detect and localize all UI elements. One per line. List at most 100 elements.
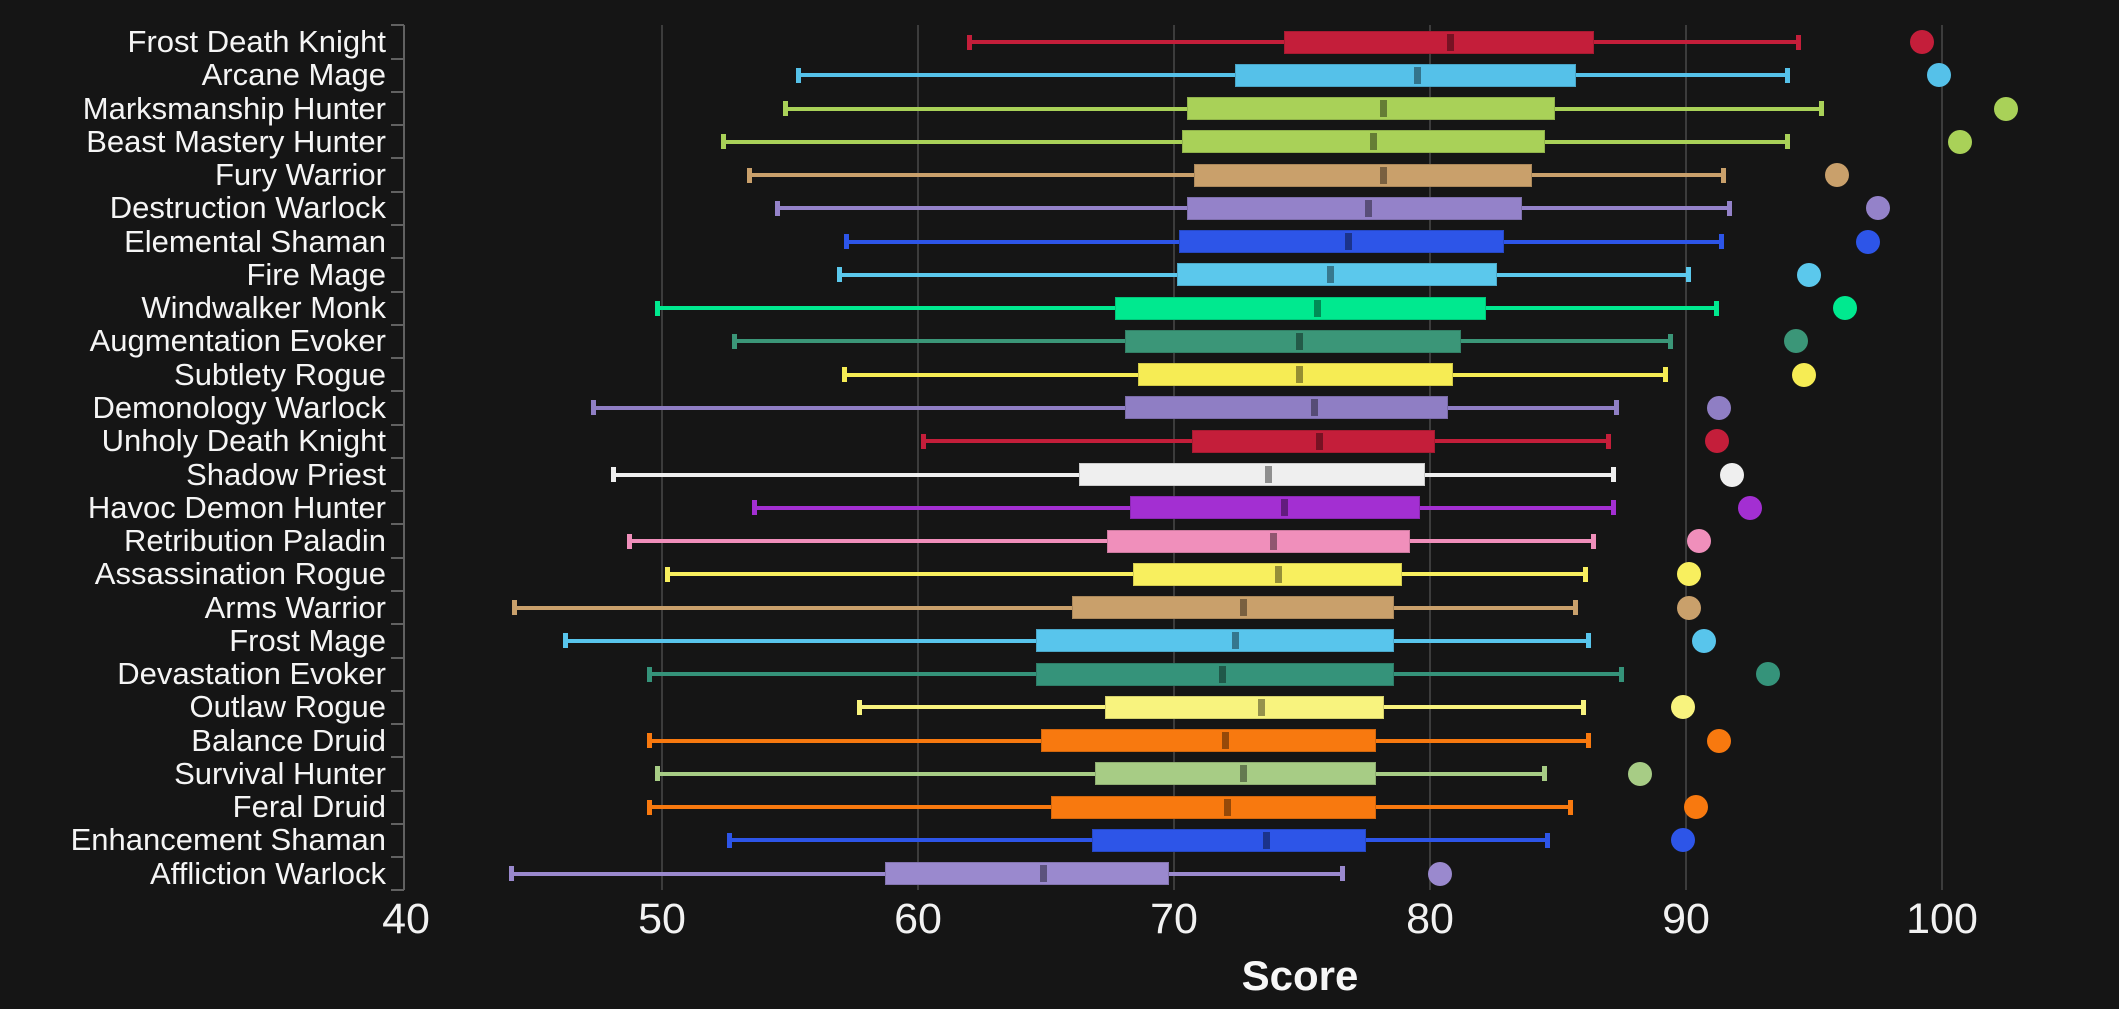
y-axis-tick xyxy=(391,257,404,260)
whisker-cap-min xyxy=(562,633,568,649)
whisker-line xyxy=(667,572,1587,577)
category-label: Elemental Shaman xyxy=(124,223,386,259)
box xyxy=(1107,529,1410,553)
outlier-dot xyxy=(1825,163,1850,188)
whisker-cap-min xyxy=(782,101,788,117)
median-line xyxy=(1326,266,1334,284)
y-axis-spine xyxy=(403,25,405,891)
box xyxy=(1092,828,1366,852)
outlier-dot xyxy=(1428,861,1453,886)
y-axis-tick xyxy=(391,124,404,127)
whisker-cap-min xyxy=(654,766,660,782)
whisker-cap-min xyxy=(775,200,781,216)
y-axis-tick xyxy=(391,157,404,160)
outlier-dot xyxy=(1755,662,1780,687)
outlier-dot xyxy=(1671,828,1696,853)
whisker-cap-max xyxy=(1583,566,1589,582)
whisker-cap-max xyxy=(1544,832,1550,848)
outlier-dot xyxy=(1796,262,1821,287)
whisker-cap-max xyxy=(1585,633,1591,649)
whisker-cap-max xyxy=(1785,67,1791,83)
y-axis-tick xyxy=(391,57,404,60)
y-axis-tick xyxy=(391,224,404,227)
y-axis-tick xyxy=(391,889,404,892)
gridline xyxy=(661,25,663,891)
median-line xyxy=(1413,66,1421,84)
box xyxy=(1094,762,1377,786)
y-axis-tick xyxy=(391,456,404,459)
median-line xyxy=(1365,199,1373,217)
category-label: Shadow Priest xyxy=(186,456,386,492)
box xyxy=(1035,629,1395,653)
box xyxy=(1104,695,1384,719)
whisker-cap-min xyxy=(647,733,653,749)
gridline xyxy=(1685,25,1687,891)
y-axis-tick xyxy=(391,323,404,326)
whisker-cap-max xyxy=(1606,433,1612,449)
median-line xyxy=(1316,432,1324,450)
median-line xyxy=(1380,166,1388,184)
whisker-cap-min xyxy=(841,367,847,383)
category-label: Demonology Warlock xyxy=(92,389,386,425)
category-label: Frost Death Knight xyxy=(127,24,386,59)
y-axis-tick xyxy=(391,756,404,759)
y-axis-tick xyxy=(391,90,404,93)
median-line xyxy=(1231,632,1239,650)
whisker-cap-min xyxy=(665,566,671,582)
y-axis-tick xyxy=(391,723,404,726)
whisker-line xyxy=(513,605,1576,610)
box xyxy=(1133,562,1402,586)
x-tick-label: 100 xyxy=(1906,895,1978,943)
whisker-cap-min xyxy=(647,799,653,815)
x-tick-label: 90 xyxy=(1662,895,1710,943)
box xyxy=(1179,230,1505,254)
x-axis-title: Score xyxy=(1241,952,1359,999)
whisker-cap-max xyxy=(1580,699,1586,715)
outlier-dot xyxy=(1627,761,1652,786)
category-label: Affliction Warlock xyxy=(149,855,386,891)
outlier-dot xyxy=(1720,462,1745,487)
box xyxy=(1138,363,1454,387)
whisker-cap-max xyxy=(1339,866,1345,882)
median-line xyxy=(1262,831,1270,849)
whisker-cap-max xyxy=(1619,666,1624,682)
y-axis-tick xyxy=(391,822,404,825)
median-line xyxy=(1265,466,1273,483)
gridline xyxy=(917,25,919,891)
outlier-dot xyxy=(1676,562,1701,587)
whisker-cap-min xyxy=(511,600,517,616)
category-label: Frost Mage xyxy=(229,622,386,658)
category-label: Arms Warrior xyxy=(204,589,386,625)
outlier-dot xyxy=(1784,329,1809,354)
box xyxy=(1130,496,1420,520)
median-line xyxy=(1446,33,1454,51)
outlier-dot xyxy=(1686,529,1711,554)
median-line xyxy=(1344,233,1352,251)
y-axis-tick xyxy=(391,357,404,360)
median-line xyxy=(1370,133,1378,151)
outlier-dot xyxy=(1909,30,1934,54)
median-line xyxy=(1039,865,1047,883)
whisker-cap-max xyxy=(1721,167,1727,183)
outlier-dot xyxy=(1676,595,1701,620)
whisker-cap-max xyxy=(1818,101,1824,117)
y-axis-tick xyxy=(391,523,404,526)
whisker-cap-min xyxy=(844,234,850,250)
whisker-cap-min xyxy=(967,34,973,50)
median-line xyxy=(1239,765,1247,783)
category-label: Arcane Mage xyxy=(201,57,386,93)
whisker-cap-max xyxy=(1667,333,1673,349)
whisker-cap-min xyxy=(590,400,596,416)
box xyxy=(1115,296,1487,320)
whisker-cap-max xyxy=(1726,200,1732,216)
whisker-cap-min xyxy=(626,533,632,549)
outlier-dot xyxy=(1671,695,1696,720)
whisker-cap-min xyxy=(747,167,753,183)
y-axis-tick xyxy=(391,589,404,592)
box xyxy=(1079,463,1425,486)
category-label: Beast Mastery Hunter xyxy=(86,123,386,159)
median-line xyxy=(1270,532,1278,550)
whisker-cap-max xyxy=(1585,733,1591,749)
category-label: Fire Mage xyxy=(246,256,386,292)
y-axis-tick xyxy=(391,290,404,293)
